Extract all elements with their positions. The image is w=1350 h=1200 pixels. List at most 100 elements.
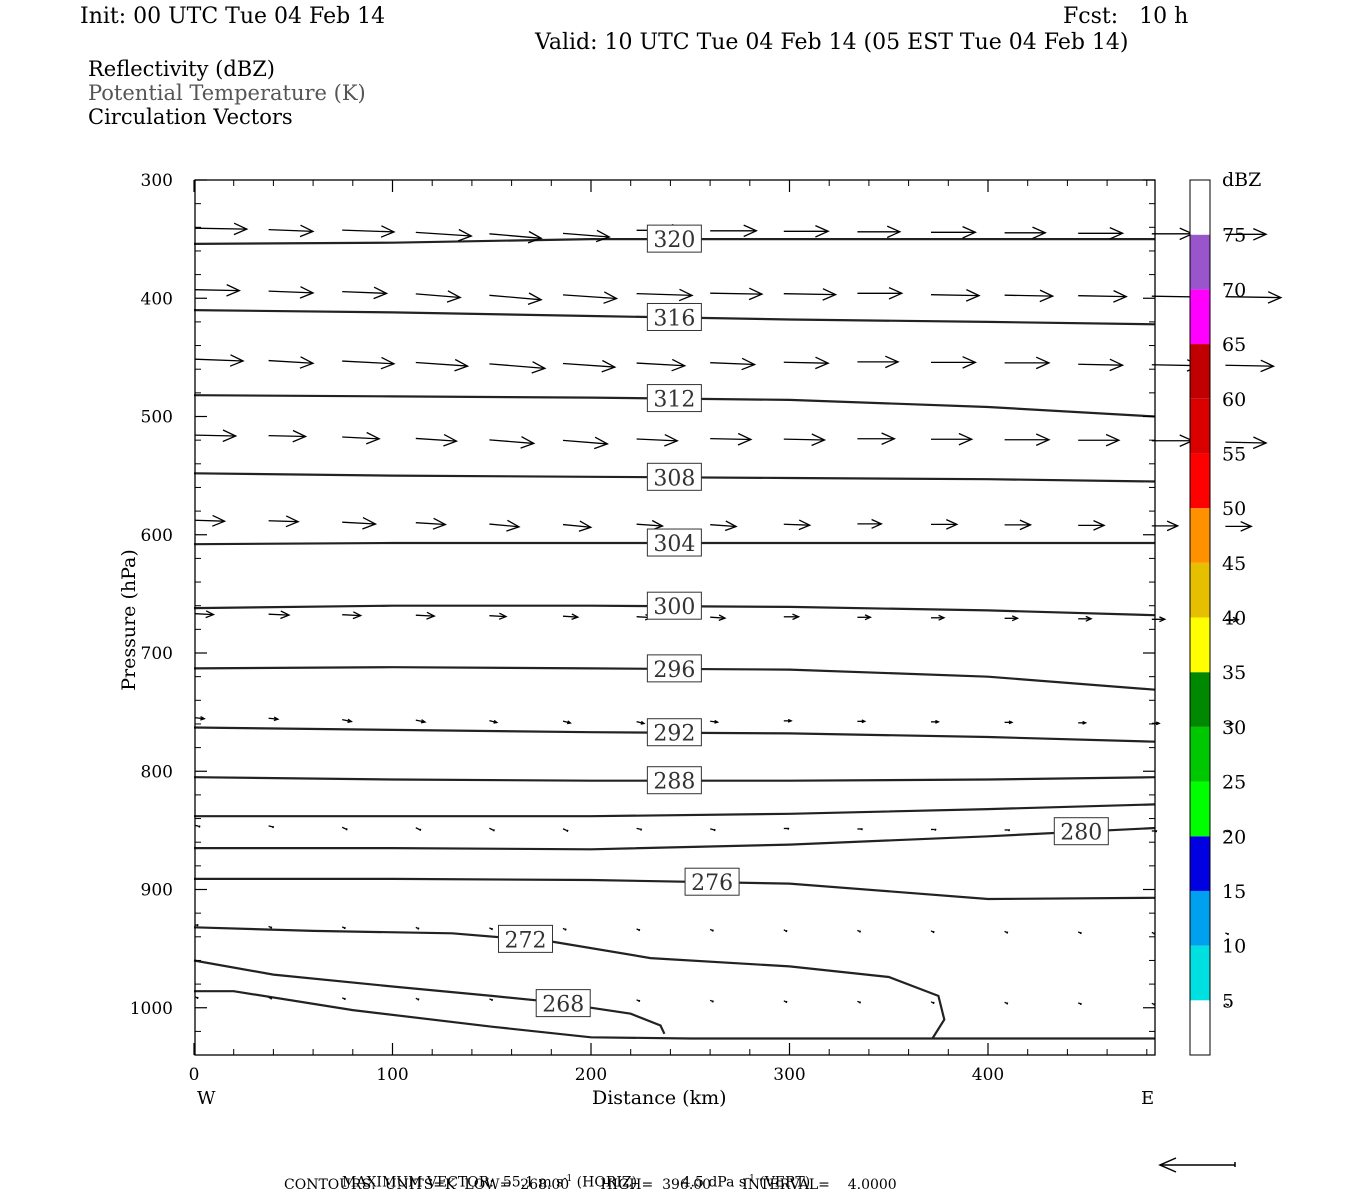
contour-labels: 320 316 312 308 304 300 296 292 288 280 276 272 268 [497,224,1109,1018]
colorbar-segment-11 [1190,398,1210,454]
vector-r6-c0 [194,716,206,721]
vector-r0-c10 [931,226,977,239]
vector-r0-c8 [783,225,830,238]
x-axis-label: Distance (km) [592,1087,727,1109]
vector-r7-c6 [636,827,643,831]
vector-r0-c5 [562,229,611,243]
contour-label-box-272 [497,924,553,953]
vector-r2-c12 [1078,358,1125,372]
colorbar-level-55: 55 [1222,443,1246,465]
contour-label-box-316 [646,302,702,331]
contour-label-304: 304 [653,532,695,557]
valid-time: Valid: 10 UTC Tue 04 Feb 14 (05 EST Tue … [535,30,1129,55]
vector-r1-c10 [930,289,981,302]
vector-r9-c10 [930,1001,935,1005]
vector-r7-c1 [268,825,275,829]
vector-r6-c12 [1078,720,1088,725]
vector-r8-c3 [415,926,420,930]
vector-r4-c1 [268,515,300,528]
contour-label-box-280 [1053,817,1109,846]
colorbar-frame [1189,179,1211,1056]
vector-r8-c2 [341,926,346,930]
vector-r5-c10 [931,614,946,621]
colorbar-segment-14 [1190,234,1210,290]
contour-label-box-308 [646,462,702,491]
axes: 300 400 500 600 700 800 900 1000 0 100 200 300 400 [130,171,1155,1085]
vector-r7-c4 [489,827,495,832]
vector-r8-c12 [1077,931,1082,935]
y-tick-label-600: 600 [141,526,173,546]
vert-tag: (VERT) [759,1174,811,1191]
vector-r5-c14 [1225,616,1240,623]
colorbar-segment-12 [1190,344,1210,399]
contour-label-296: 296 [653,658,695,683]
contour-label-276: 276 [691,871,733,896]
colorbar-level-45: 45 [1222,553,1246,575]
vector-r4-c3 [415,517,447,530]
vector-r7-c2 [341,826,348,831]
vector-r3-c6 [636,434,679,447]
vector-r1-c1 [268,286,315,299]
vector-r9-c14 [1225,1003,1230,1007]
vector-r2-c6 [636,358,687,372]
colorbar-segment-15 [1190,180,1210,235]
vector-r6-c11 [1004,720,1014,725]
contour-label-268: 268 [542,993,584,1018]
vector-r2-c9 [857,355,900,369]
vector-r5-c1 [268,610,291,620]
contour-label-box-292 [646,718,702,747]
vector-r7-c8 [783,827,790,830]
vector-r1-c2 [342,286,389,300]
vector-r1-c0 [194,284,241,297]
vector-r0-c2 [342,225,396,238]
colorbar-level-65: 65 [1222,334,1246,356]
theta-contours [193,238,1156,1040]
vector-r4-c11 [1004,519,1033,531]
field-reflectivity: Reflectivity (dBZ) [88,57,276,81]
contour-label-box-300 [646,591,702,620]
vector-r9-c3 [415,997,420,1001]
contour-label-280: 280 [1060,821,1102,846]
vector-r1-c4 [489,292,543,306]
contour-label-box-296 [646,654,702,683]
colorbar-segment-6 [1190,672,1210,727]
vector-r4-c12 [1078,520,1106,531]
vector-r7-c5 [562,828,569,833]
y-tick-label-800: 800 [141,762,173,782]
vector-r5-c2 [342,611,363,620]
vector-r5-c0 [194,610,216,619]
vector-r9-c4 [489,998,494,1002]
vector-r4-c10 [931,519,959,530]
contour-label-box-268 [535,989,591,1018]
vector-r2-c1 [268,356,315,369]
colorbar-level-35: 35 [1222,662,1246,684]
contour-label-box-276 [684,867,740,896]
vector-r0-c9 [857,225,902,239]
vector-r3-c14 [1225,436,1268,450]
colorbar-segment-0 [1190,1000,1210,1055]
contour-label-300: 300 [653,595,695,620]
colorbar-segment-7 [1190,617,1210,673]
vector-r7-c7 [710,828,716,832]
vector-r8-c11 [1004,930,1009,934]
colorbar-level-25: 25 [1222,772,1246,794]
colorbar-segment-1 [1190,945,1210,1001]
vector-r9-c1 [268,996,273,1000]
vector-r2-c5 [562,359,617,373]
vector-r0-c11 [1004,226,1047,240]
vector-r1-c7 [710,287,764,301]
colorbar-level-60: 60 [1222,389,1246,411]
horiz-tag: (HORIZ) [576,1174,638,1191]
vector-r4-c7 [710,520,738,532]
vector-r8-c14 [1225,932,1230,936]
theta-contour-268 [193,959,666,1035]
vector-r2-c10 [931,356,977,369]
contour-label-272: 272 [504,928,546,953]
y-tick-label-300: 300 [141,171,173,191]
theta-contour-unlabeled-9 [194,803,1156,818]
y-tick-label-700: 700 [141,644,173,664]
footer-max-vector: MAXIMUM VECTOR: 55.1 m s-1 (HORIZ) 4.5 d… [342,1158,810,1191]
vector-r8-c8 [783,929,788,933]
vector-r8-c4 [489,927,494,931]
vector-r0-c7 [710,224,758,238]
